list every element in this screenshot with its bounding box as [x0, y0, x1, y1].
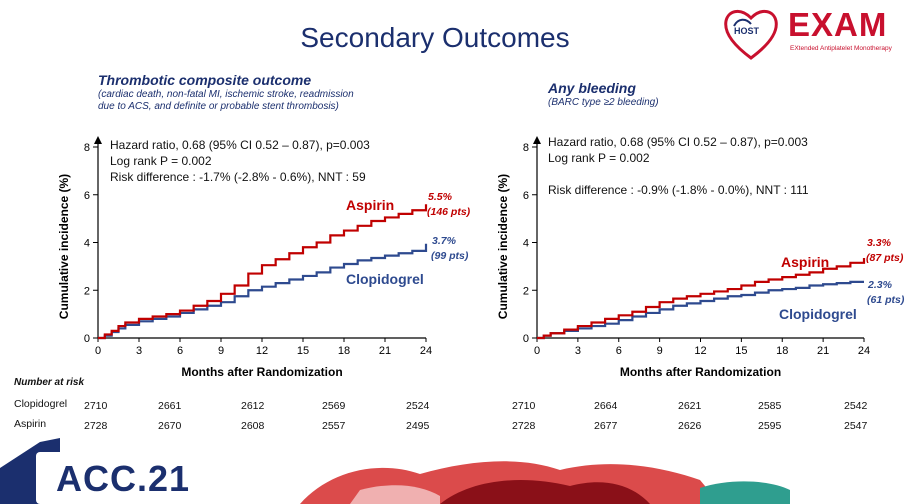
- page-title: Secondary Outcomes: [300, 22, 570, 53]
- exam-logo-subtitle: EXtended Antiplatelet Monotherapy: [790, 45, 892, 52]
- left-x-tick-label: 9: [218, 345, 224, 357]
- risk-cell: 2710: [512, 400, 536, 412]
- left-stat-riskdiff: Risk difference : -1.7% (-2.8% - 0.6%), …: [110, 170, 366, 184]
- left-y-tick-label: 2: [84, 285, 90, 297]
- risk-cell: 2585: [758, 400, 782, 412]
- risk-cell: 2621: [678, 400, 702, 412]
- left-x-axis-label: Months after Randomization: [181, 365, 342, 379]
- risk-row-label-clopidogrel: Clopidogrel: [14, 398, 68, 410]
- risk-table-header: Number at risk: [14, 377, 85, 388]
- risk-cell: 2664: [594, 400, 618, 412]
- right-stat-hr: Hazard ratio, 0.68 (95% CI 0.52 – 0.87),…: [548, 135, 808, 149]
- right-x-tick-label: 9: [657, 345, 663, 357]
- left-clopidogrel-series-label: Clopidogrel: [346, 271, 424, 287]
- right-chart-title: Any bleeding: [548, 80, 636, 96]
- right-x-tick-label: 3: [575, 345, 581, 357]
- risk-cell: 2557: [322, 420, 346, 432]
- risk-cell: 2728: [84, 420, 108, 432]
- right-y-tick-label: 2: [523, 285, 529, 297]
- left-aspirin-end-pct: 5.5%: [428, 191, 453, 203]
- footer-banner: [0, 438, 790, 504]
- left-y-tick-label: 8: [84, 142, 90, 154]
- right-x-tick-label: 18: [776, 345, 788, 357]
- right-chart-subtitle-1: (BARC type ≥2 bleeding): [548, 97, 659, 108]
- risk-row-label-aspirin: Aspirin: [14, 418, 47, 430]
- left-clopidogrel-end-pts: (99 pts): [431, 250, 469, 262]
- host-logo-text: HOST: [734, 26, 760, 36]
- right-y-tick-label: 8: [523, 142, 529, 154]
- left-x-tick-label: 12: [256, 345, 268, 357]
- right-x-tick-label: 24: [858, 345, 870, 357]
- left-stat-logrank: Log rank P = 0.002: [110, 154, 212, 168]
- right-y-tick-label: 4: [523, 238, 529, 250]
- left-x-tick-label: 21: [379, 345, 391, 357]
- right-stat-logrank: Log rank P = 0.002: [548, 151, 650, 165]
- left-aspirin-end-pts: (146 pts): [427, 206, 471, 218]
- right-x-axis-label: Months after Randomization: [620, 365, 781, 379]
- risk-cell: 2542: [844, 400, 868, 412]
- left-clopidogrel-end-pct: 3.7%: [432, 235, 457, 247]
- risk-cell: 2569: [322, 400, 346, 412]
- right-x-tick-label: 21: [817, 345, 829, 357]
- risk-cell: 2661: [158, 400, 182, 412]
- left-aspirin-series-label: Aspirin: [346, 197, 394, 213]
- right-x-tick-label: 0: [534, 345, 540, 357]
- risk-cell: 2547: [844, 420, 868, 432]
- right-stat-riskdiff: Risk difference : -0.9% (-1.8% - 0.0%), …: [548, 183, 809, 197]
- right-aspirin-end-pct: 3.3%: [867, 237, 892, 249]
- left-x-tick-label: 18: [338, 345, 350, 357]
- right-y-axis-label: Cumulative incidence (%): [496, 174, 510, 319]
- right-x-tick-label: 12: [694, 345, 706, 357]
- risk-cell: 2495: [406, 420, 430, 432]
- left-y-axis-label: Cumulative incidence (%): [57, 174, 71, 319]
- risk-cell: 2524: [406, 400, 430, 412]
- left-y-tick-label: 6: [84, 190, 90, 202]
- left-y-tick-label: 0: [84, 333, 90, 345]
- right-aspirin-series-label: Aspirin: [781, 254, 829, 270]
- risk-cell: 2608: [241, 420, 265, 432]
- risk-cell: 2670: [158, 420, 182, 432]
- right-clopidogrel-end-pct: 2.3%: [867, 279, 893, 291]
- risk-cell: 2595: [758, 420, 782, 432]
- right-y-axis-arrow-icon: [533, 136, 541, 144]
- left-chart-subtitle-1: (cardiac death, non-fatal MI, ischemic s…: [98, 89, 354, 100]
- right-clopidogrel-end-pts: (61 pts): [867, 294, 905, 306]
- left-x-tick-label: 6: [177, 345, 183, 357]
- exam-logo-text: EXAM: [788, 6, 888, 43]
- right-clopidogrel-series-label: Clopidogrel: [779, 306, 857, 322]
- risk-cell: 2710: [84, 400, 108, 412]
- right-x-tick-label: 6: [616, 345, 622, 357]
- left-y-tick-label: 4: [84, 238, 90, 250]
- left-x-tick-label: 15: [297, 345, 309, 357]
- right-x-tick-label: 15: [735, 345, 747, 357]
- left-clopidogrel-series-line: [98, 243, 428, 340]
- right-clopidogrel-series-line: [537, 280, 864, 340]
- right-aspirin-series-line: [537, 258, 866, 340]
- left-stat-hr: Hazard ratio, 0.68 (95% CI 0.52 – 0.87),…: [110, 138, 370, 152]
- left-aspirin-series-line: [98, 204, 428, 340]
- risk-cell: 2626: [678, 420, 702, 432]
- left-y-axis-arrow-icon: [94, 136, 102, 144]
- risk-cell: 2728: [512, 420, 536, 432]
- risk-cell: 2677: [594, 420, 618, 432]
- right-aspirin-end-pts: (87 pts): [866, 252, 904, 264]
- heart-logo-icon: [724, 9, 778, 60]
- right-y-tick-label: 6: [523, 190, 529, 202]
- left-chart-subtitle-2: due to ACS, and definite or probable ste…: [98, 101, 339, 112]
- right-y-tick-label: 0: [523, 333, 529, 345]
- risk-cell: 2612: [241, 400, 265, 412]
- left-x-tick-label: 3: [136, 345, 142, 357]
- conference-logo: ACC.21: [56, 458, 191, 499]
- left-x-tick-label: 0: [95, 345, 101, 357]
- left-x-tick-label: 24: [420, 345, 432, 357]
- left-chart-title: Thrombotic composite outcome: [98, 72, 312, 88]
